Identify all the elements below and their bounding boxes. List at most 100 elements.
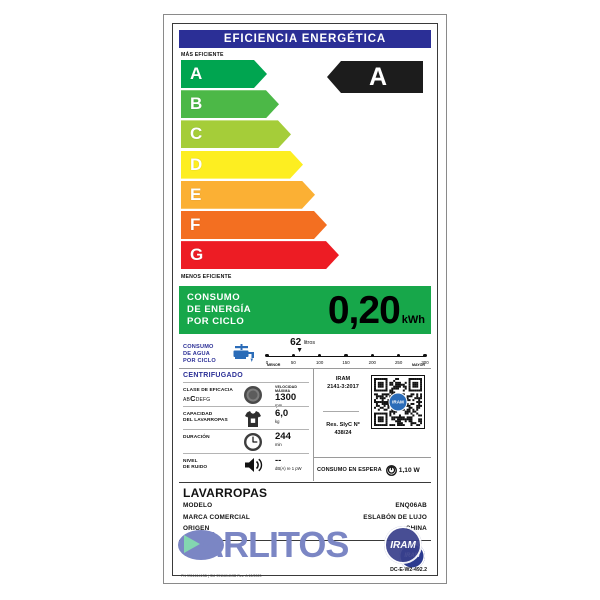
product-type: LAVARROPAS [183, 486, 268, 500]
water-consumption-pointer: ▼ [296, 347, 304, 354]
power-icon [385, 464, 397, 476]
spec-row: DURACIÓN 244 min [183, 429, 309, 453]
resolution-reference: Res. SIyC Nº 438/24 [317, 421, 369, 437]
spec-row: NIVEL DE RUIDO -- dB(A) re 1 pW [183, 452, 309, 479]
water-scale-min-label: MENOR [267, 363, 281, 367]
water-axis-tick-label: 0 [265, 360, 269, 365]
efficiency-bar-g: G [181, 241, 339, 270]
standby-consumption-row: CONSUMO EN ESPERA 1,10 W [313, 457, 431, 482]
product-attribute-value: ENQ06AB [395, 502, 427, 509]
spec-row: CLASE DE EFICACIA ABCDEFG VELOCIDAD MÁXIMA… [183, 382, 309, 408]
resolution-text: Res. SIyC Nº 438/24 [326, 422, 360, 436]
most-efficient-note: MÁS EFICIENTE [181, 52, 224, 58]
norm-reference: IRAM 2141-3:2017 [317, 375, 369, 391]
efficiency-bar-letter: C [190, 124, 203, 144]
efficiency-bar-c: C [181, 120, 291, 149]
energy-consumption-label: CONSUMO DE ENERGÍA POR CICLO [187, 292, 252, 327]
label-header-title: EFICIENCIA ENERGÉTICA [179, 30, 431, 48]
speaker-icon [243, 456, 265, 479]
norm-text: IRAM 2141-3:2017 [327, 376, 359, 390]
product-attribute-key: ORIGEN [183, 525, 210, 532]
spec-name: CAPACIDAD DEL LAVARROPAS [183, 411, 228, 423]
efficiency-bar-a: A [181, 60, 267, 88]
water-axis-tick [291, 353, 296, 358]
water-axis-tick-label: 300 [421, 360, 429, 365]
spin-efficiency-class-letters: ABCDEFG [183, 394, 211, 403]
spec-value: 244 [275, 431, 291, 442]
product-attribute-row: MARCA COMERCIAL ESLABÓN DE LUJO [183, 514, 427, 521]
efficiency-bar-letter: F [190, 214, 201, 234]
drum-icon [243, 385, 263, 410]
water-axis-tick [317, 353, 322, 358]
shirt-icon [243, 409, 263, 434]
document-code: DC-E-W2-492.2 [390, 567, 427, 573]
water-axis-tick-label: 100 [315, 360, 324, 365]
centrifuge-specs-block: CENTRIFUGADO CLASE DE EFICACIA ABCDEFG VEL… [179, 369, 314, 481]
spec-name: CLASE DE EFICACIA [183, 388, 233, 393]
spec-value-caption: VELOCIDAD MÁXIMA [275, 385, 298, 393]
water-consumption-unit: litros [303, 340, 316, 346]
least-efficient-note: MENOS EFICIENTE [181, 274, 232, 280]
water-axis-tick-label: 50 [290, 360, 296, 365]
spec-name: NIVEL DE RUIDO [183, 458, 208, 470]
efficiency-bar-letter: E [190, 184, 202, 204]
water-axis-tick-label: 200 [368, 360, 376, 365]
spec-value-group: 244 min [275, 431, 291, 448]
centrifuge-title: CENTRIFUGADO [183, 372, 243, 379]
qr-code[interactable]: IRAM [371, 375, 425, 429]
spec-value-group: -- dB(A) re 1 pW [275, 454, 302, 471]
efficiency-bar-letter: G [190, 245, 204, 265]
standby-consumption-value: 1,10 W [398, 466, 420, 474]
energy-consumption-value-group: 0,20 kWh [328, 289, 425, 333]
qr-center-badge: IRAM [388, 392, 408, 412]
product-attribute-value: CHINA [405, 525, 427, 532]
standby-consumption-label: CONSUMO EN ESPERA [317, 467, 382, 473]
tap-icon [233, 343, 259, 368]
water-consumption-axis: 0 50 100 150 200 250 300 [265, 353, 429, 365]
product-attribute-row: MODELO ENQ06AB [183, 502, 427, 509]
water-axis-tick [423, 353, 427, 358]
iram-logo: IRAM [399, 543, 425, 569]
efficiency-bar-e: E [181, 180, 315, 209]
rating-arrow: A [327, 61, 423, 93]
spec-value-group: 6,0 kg [275, 408, 288, 424]
spec-row: CAPACIDAD DEL LAVARROPAS 6,0 kg [183, 405, 309, 430]
water-consumption-section: CONSUMO DE AGUA POR CICLO 0 50 100 150 200 25… [179, 336, 431, 369]
efficiency-bar-letter: D [190, 154, 203, 174]
product-attribute-value: ESLABÓN DE LUJO [363, 513, 427, 521]
efficiency-bar-letter: A [190, 64, 203, 83]
product-info-section: LAVARROPAS MODELO ENQ06AB MARCA COMERCIAL E… [179, 482, 431, 539]
norm-divider [323, 411, 359, 412]
spec-value: 1300 [275, 392, 297, 403]
product-attribute-key: MODELO [183, 502, 213, 509]
water-axis-tick [344, 353, 348, 358]
water-scale-max-label: MAYOR [411, 363, 425, 367]
clock-icon [243, 432, 263, 457]
water-axis-tick [265, 353, 269, 358]
certification-block: IRAM 2141-3:2017 Res. SIyC Nº 438/24 IRA… [313, 369, 431, 481]
spec-unit: kg [275, 418, 280, 424]
efficiency-bar-letter: B [190, 94, 203, 114]
water-axis-tick [370, 353, 375, 358]
energy-consumption-unit: kWh [401, 314, 425, 326]
product-attribute-row: ORIGEN CHINA [183, 525, 427, 532]
water-axis-tick [396, 353, 401, 358]
label-footer: IRAM DC-E-W2-492.2 [179, 540, 431, 573]
fine-print: PN 991161413B | SM 991161413B Rev. A 12/… [181, 574, 262, 578]
efficiency-bar-f: F [181, 210, 327, 239]
water-consumption-value: 62 [290, 337, 302, 348]
energy-consumption-value: 0,20 [327, 289, 401, 332]
spec-unit: min [275, 442, 282, 447]
spec-value: -- [275, 454, 282, 466]
rating-letter: A [368, 62, 388, 91]
efficiency-bar-d: D [181, 150, 303, 179]
spec-name: DURACIÓN [183, 435, 210, 440]
energy-consumption-band: CONSUMO DE ENERGÍA POR CICLO 0,20 kWh [179, 286, 431, 334]
product-attribute-key: MARCA COMERCIAL [183, 513, 251, 521]
efficiency-bar-b: B [181, 90, 279, 119]
specifications-section: CENTRIFUGADO CLASE DE EFICACIA ABCDEFG VEL… [179, 369, 431, 481]
water-axis-tick-label: 150 [342, 360, 350, 365]
